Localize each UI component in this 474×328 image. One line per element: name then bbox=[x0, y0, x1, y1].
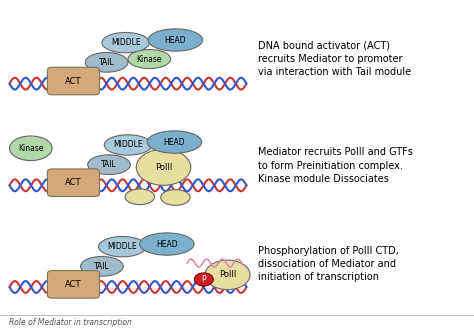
Text: Role of Mediator in transcription: Role of Mediator in transcription bbox=[9, 318, 131, 327]
Text: TAIL: TAIL bbox=[94, 262, 110, 271]
FancyBboxPatch shape bbox=[47, 169, 100, 196]
Ellipse shape bbox=[161, 190, 190, 205]
Text: PolII: PolII bbox=[155, 163, 172, 172]
Text: ACT: ACT bbox=[65, 280, 82, 289]
Ellipse shape bbox=[99, 236, 146, 257]
Text: HEAD: HEAD bbox=[164, 137, 185, 147]
Ellipse shape bbox=[147, 131, 201, 153]
Text: TAIL: TAIL bbox=[101, 160, 117, 169]
Ellipse shape bbox=[85, 52, 128, 72]
Ellipse shape bbox=[128, 50, 171, 69]
Ellipse shape bbox=[194, 273, 213, 286]
Text: Kinase: Kinase bbox=[18, 144, 44, 153]
Text: HEAD: HEAD bbox=[156, 239, 178, 249]
Text: ACT: ACT bbox=[65, 76, 82, 86]
Text: Kinase: Kinase bbox=[137, 54, 162, 64]
Ellipse shape bbox=[137, 149, 191, 185]
Ellipse shape bbox=[81, 256, 123, 276]
Text: P: P bbox=[201, 275, 206, 284]
Ellipse shape bbox=[88, 155, 130, 174]
Text: DNA bound activator (ACT)
recruits Mediator to promoter
via interaction with Tai: DNA bound activator (ACT) recruits Media… bbox=[258, 41, 411, 77]
Text: MIDDLE: MIDDLE bbox=[113, 140, 143, 150]
Text: MIDDLE: MIDDLE bbox=[111, 38, 140, 47]
Text: Mediator recruits PolII and GTFs
to form Preinitiation complex.
Kinase module Di: Mediator recruits PolII and GTFs to form… bbox=[258, 148, 413, 184]
Text: MIDDLE: MIDDLE bbox=[108, 242, 137, 251]
Ellipse shape bbox=[139, 233, 194, 255]
FancyBboxPatch shape bbox=[47, 67, 100, 95]
Ellipse shape bbox=[148, 29, 202, 51]
Text: HEAD: HEAD bbox=[164, 35, 186, 45]
Ellipse shape bbox=[104, 135, 152, 155]
Ellipse shape bbox=[125, 189, 155, 205]
Text: PolII: PolII bbox=[219, 270, 236, 279]
FancyBboxPatch shape bbox=[47, 271, 100, 298]
Ellipse shape bbox=[102, 32, 149, 53]
Text: Phosphorylation of PolII CTD,
dissociation of Mediator and
initiation of transcr: Phosphorylation of PolII CTD, dissociati… bbox=[258, 246, 399, 282]
Text: ACT: ACT bbox=[65, 178, 82, 187]
Ellipse shape bbox=[9, 136, 52, 160]
Text: TAIL: TAIL bbox=[99, 58, 115, 67]
Ellipse shape bbox=[205, 260, 250, 290]
